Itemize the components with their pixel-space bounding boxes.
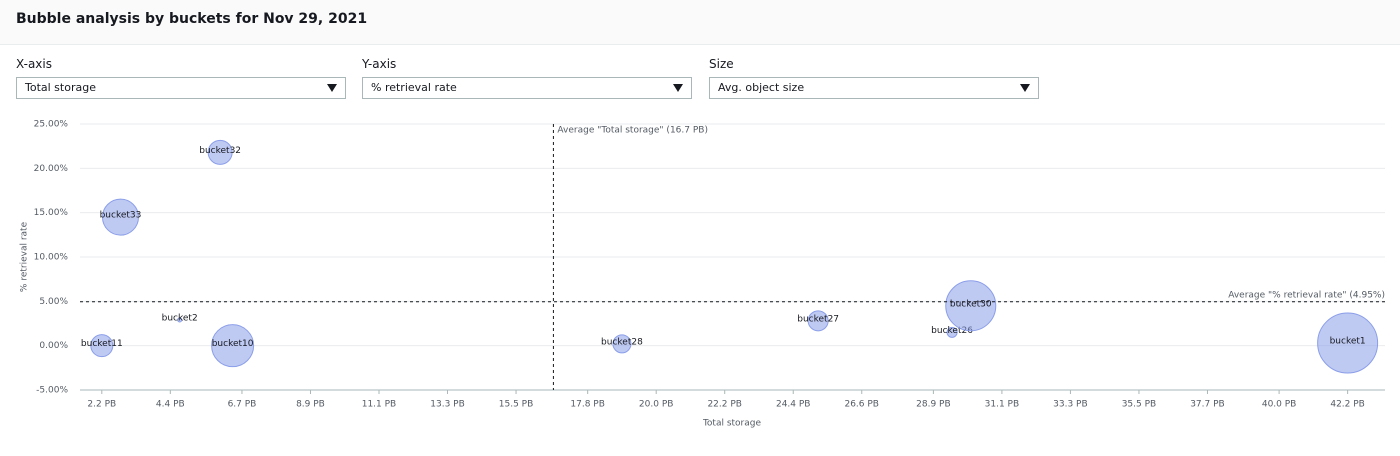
bubble-label: bucket28	[601, 337, 643, 347]
bubble	[946, 326, 958, 338]
x-tick-label: 42.2 PB	[1330, 400, 1365, 410]
chevron	[327, 84, 337, 92]
header: Bubble analysis by buckets for Nov 29, 2…	[0, 0, 1400, 45]
x-tick-label: 40.0 PB	[1262, 400, 1297, 410]
bubble-label: bucket27	[797, 314, 839, 324]
chart: Total storage % retrieval rate 25.00% 20.…	[20, 120, 1385, 429]
bubble-label: bucket1	[1330, 337, 1366, 347]
x-tick-label: 22.2 PB	[707, 400, 742, 410]
bubble	[1317, 312, 1379, 374]
dropdown-value: Avg. object size	[718, 81, 805, 94]
x-tick-label: 33.3 PB	[1053, 400, 1088, 410]
x-tick-label: 37.7 PB	[1190, 400, 1225, 410]
bubble	[177, 317, 183, 323]
dropdown-value: % retrieval rate	[371, 81, 457, 94]
y-axis-title: % retrieval rate	[20, 221, 30, 292]
x-tick-label: 15.5 PB	[499, 400, 534, 410]
x-tick-label: 11.1 PB	[362, 400, 397, 410]
dropdown-value: Total storage	[25, 81, 96, 94]
bubble	[211, 324, 255, 368]
x-tick-label: 31.1 PB	[985, 400, 1020, 410]
x-tick-label: 20.0 PB	[639, 400, 674, 410]
reference-label: Average "% retrieval rate" (4.95%)	[1228, 290, 1385, 300]
bubble-label: bucket2	[162, 313, 198, 323]
x-tick-label: 24.4 PB	[776, 400, 811, 410]
x-tick-label: 2.2 PB	[87, 400, 116, 410]
y-tick-label: -5.00%	[36, 386, 68, 396]
bubble	[945, 280, 997, 332]
page-title: Bubble analysis by buckets for Nov 29, 2…	[16, 11, 368, 27]
y-tick-label: 5.00%	[39, 297, 68, 307]
dropdown[interactable]: % retrieval rate	[362, 77, 692, 99]
control-label: Y-axis	[362, 57, 397, 71]
x-tick-label: 26.6 PB	[844, 400, 879, 410]
chevron	[673, 84, 683, 92]
reference-label: Average "Total storage" (16.7 PB)	[557, 126, 708, 136]
dropdown[interactable]: Avg. object size	[709, 77, 1039, 99]
x-tick-label: 28.9 PB	[916, 400, 951, 410]
x-axis-title: Total storage	[702, 419, 762, 429]
dropdown[interactable]: Total storage	[16, 77, 346, 99]
bubble-label: bucket30	[950, 299, 992, 309]
bubble	[807, 310, 829, 332]
bubble	[90, 334, 114, 358]
x-tick-label: 8.9 PB	[296, 400, 325, 410]
bubble-label: bucket26	[931, 326, 973, 336]
x-tick-label: 35.5 PB	[1122, 400, 1157, 410]
y-tick-label: 15.00%	[34, 208, 69, 218]
y-tick-label: 25.00%	[34, 120, 69, 130]
y-tick-label: 10.00%	[34, 253, 69, 263]
bubble	[207, 139, 233, 165]
bubble-label: bucket33	[100, 211, 142, 221]
bubble	[612, 334, 632, 354]
y-tick-label: 0.00%	[39, 341, 68, 351]
x-tick-label: 17.8 PB	[570, 400, 605, 410]
x-tick-label: 4.4 PB	[156, 400, 185, 410]
bubble-label: bucket10	[212, 339, 254, 349]
control-label: Size	[709, 57, 734, 71]
y-tick-label: 20.00%	[34, 164, 69, 174]
x-tick-label: 13.3 PB	[430, 400, 465, 410]
bubble-label: bucket11	[81, 339, 123, 349]
bubble-label: bucket32	[199, 146, 241, 156]
x-tick-label: 6.7 PB	[228, 400, 257, 410]
control-label: X-axis	[16, 57, 52, 71]
chevron	[1020, 84, 1030, 92]
bubble	[101, 198, 139, 236]
